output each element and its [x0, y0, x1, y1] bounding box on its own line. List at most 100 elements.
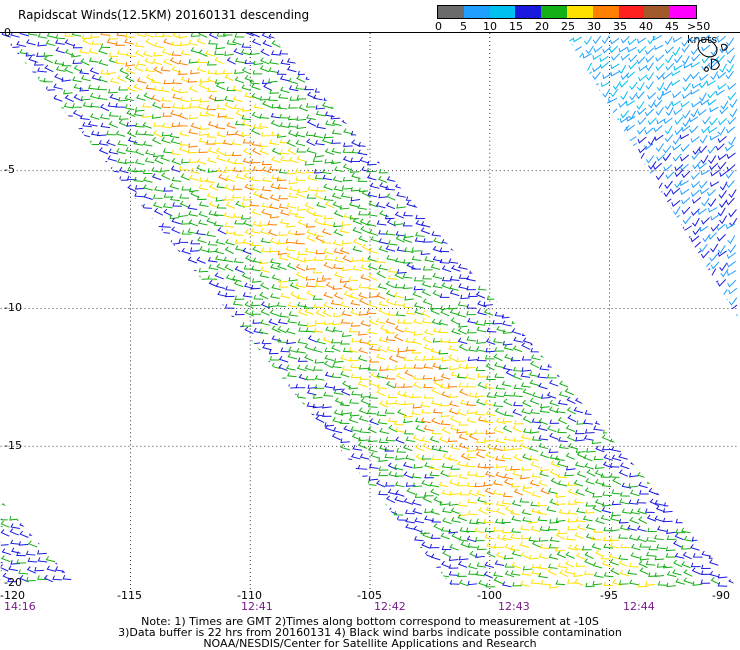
wind-barb	[403, 429, 414, 435]
wind-barb	[430, 553, 441, 561]
wind-barb	[53, 112, 63, 119]
wind-barb	[0, 354, 10, 361]
wind-barb	[340, 533, 350, 540]
wind-barb	[531, 273, 541, 281]
wind-barb	[90, 239, 101, 244]
wind-barb	[253, 482, 263, 488]
wind-barb	[28, 113, 38, 120]
wind-barb	[358, 141, 368, 147]
wind-barb	[279, 75, 290, 82]
wind-barb	[402, 273, 413, 279]
wind-barb	[564, 114, 575, 119]
wind-barb	[718, 326, 729, 333]
wind-barb	[233, 482, 244, 488]
wind-barb	[37, 255, 48, 262]
wind-barb	[153, 122, 163, 127]
wind-barb	[64, 408, 75, 415]
wind-barb	[370, 235, 380, 243]
wind-barb	[475, 267, 486, 273]
wind-barb	[430, 164, 440, 171]
wind-barb	[450, 507, 461, 515]
wind-barb	[36, 132, 47, 137]
wind-barb	[225, 338, 235, 343]
wind-barb	[576, 113, 587, 120]
wind-barb	[629, 220, 639, 228]
wind-barb	[109, 77, 120, 84]
wind-barb	[313, 366, 323, 371]
wind-barb	[99, 550, 110, 558]
wind-barb	[188, 128, 199, 135]
wind-barb	[250, 33, 260, 38]
wind-barb	[683, 472, 694, 479]
wind-barb	[342, 177, 353, 182]
wind-barb	[394, 496, 404, 503]
wind-barb	[546, 281, 557, 288]
wind-barb	[244, 59, 255, 64]
wind-barb	[630, 274, 640, 279]
wind-barb	[280, 292, 291, 299]
wind-barb	[591, 109, 602, 117]
wind-barb	[60, 338, 71, 345]
wind-barb	[664, 390, 675, 396]
wind-barb	[396, 549, 406, 557]
wind-barb	[314, 218, 324, 226]
wind-barb	[681, 513, 692, 521]
wind-barb	[547, 79, 558, 84]
wind-barb	[223, 478, 233, 486]
wind-barb	[206, 509, 216, 514]
wind-barb	[377, 418, 388, 425]
wind-barb	[115, 130, 126, 137]
wind-barb	[278, 278, 288, 283]
wind-barb	[216, 183, 227, 189]
wind-barb	[278, 482, 289, 487]
wind-barb	[136, 239, 147, 245]
wind-barb	[242, 370, 252, 378]
wind-barb	[379, 145, 389, 153]
wind-barb	[91, 399, 102, 405]
wind-barb	[379, 210, 389, 218]
wind-barb	[529, 188, 540, 193]
wind-barb	[665, 416, 675, 425]
wind-barb	[700, 540, 711, 548]
wind-barb	[530, 354, 541, 361]
wind-barb	[611, 446, 621, 453]
wind-barb	[628, 164, 638, 171]
wind-barb	[126, 175, 137, 181]
wind-barb	[627, 524, 637, 531]
wind-barb	[393, 564, 404, 569]
wind-barb	[226, 122, 236, 129]
wind-barb	[298, 524, 309, 532]
wind-barb	[259, 96, 270, 101]
wind-barb	[206, 156, 217, 164]
wind-barb	[124, 94, 135, 102]
wind-barb	[379, 444, 389, 451]
wind-barb	[522, 100, 533, 109]
wind-barb	[0, 247, 10, 253]
wind-barb	[116, 463, 127, 469]
wind-barb	[276, 176, 287, 182]
wind-barb	[304, 409, 315, 416]
wind-barb	[460, 452, 471, 461]
wind-barb	[276, 133, 287, 138]
wind-barb	[227, 318, 237, 326]
wind-barb	[449, 543, 459, 551]
wind-barb	[97, 337, 107, 344]
wind-barb	[395, 84, 406, 91]
wind-barb	[118, 444, 128, 452]
wind-barb	[388, 532, 398, 539]
wind-barb	[187, 380, 197, 388]
wind-barb	[190, 546, 201, 552]
wind-barb	[360, 86, 370, 92]
wind-barb	[397, 319, 407, 324]
wind-barb	[216, 33, 227, 37]
wind-barb	[387, 140, 398, 146]
wind-barb	[313, 168, 324, 174]
wind-barb	[730, 334, 740, 342]
wind-barb	[672, 228, 683, 236]
wind-barb	[106, 311, 117, 318]
wind-barb	[510, 156, 521, 163]
wind-barb	[54, 435, 64, 443]
wind-barb	[33, 61, 44, 66]
wind-barb	[324, 382, 334, 389]
wind-barb	[116, 49, 127, 56]
